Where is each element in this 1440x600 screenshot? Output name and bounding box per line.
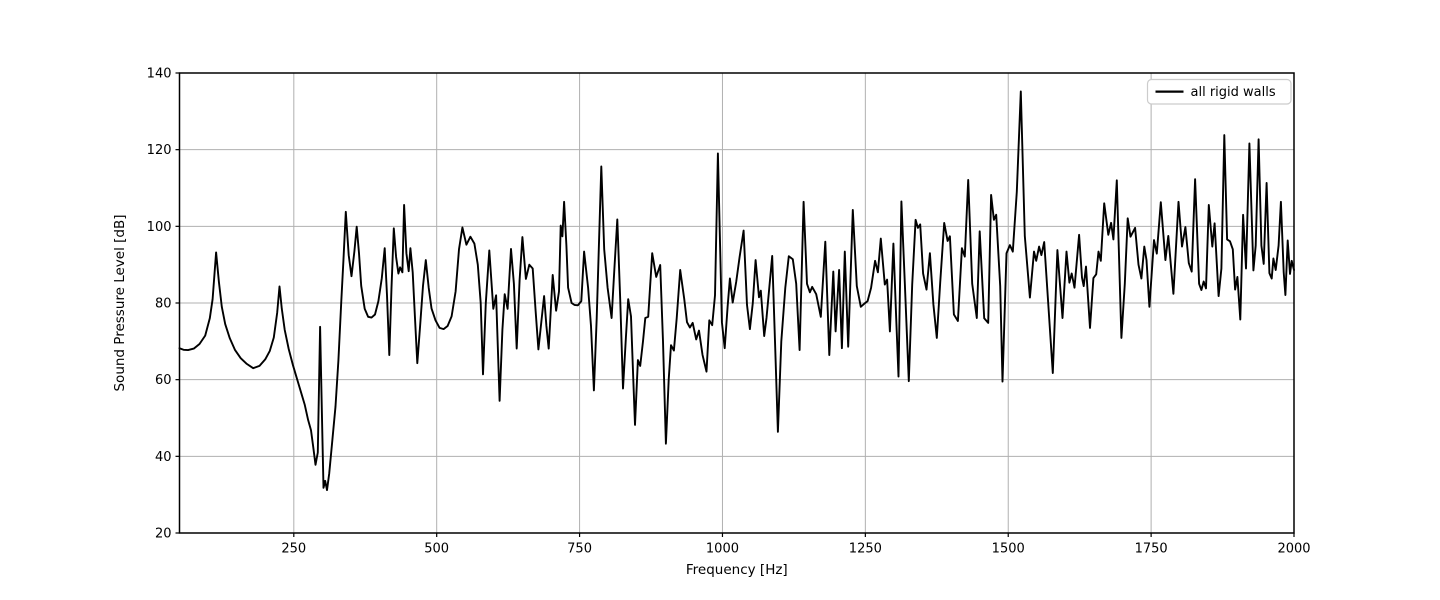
y-tick-label: 60 — [155, 373, 172, 388]
y-tick-label: 140 — [147, 67, 172, 82]
x-tick-label: 750 — [567, 542, 592, 557]
legend-box — [1146, 78, 1292, 105]
legend-label: all rigid walls — [1191, 85, 1276, 100]
x-tick-label: 1500 — [992, 542, 1025, 557]
x-axis-label: Frequency [Hz] — [686, 562, 788, 578]
y-tick-label: 40 — [155, 450, 172, 465]
x-tick-label: 1250 — [849, 542, 882, 557]
y-tick-label: 120 — [147, 143, 172, 158]
x-tick-label: 1750 — [1135, 542, 1168, 557]
legend: all rigid walls — [1146, 78, 1292, 105]
spl-curve — [178, 90, 1295, 492]
y-tick-label: 20 — [155, 527, 172, 542]
y-axis-label: Sound Pressure Level [dB] — [112, 214, 128, 391]
y-tick-label: 100 — [147, 220, 172, 235]
series-line — [178, 90, 1295, 492]
axis-ticks: 250 500 750 1000 1250 1500 1750 2000 20 40 60 80 100… — [147, 67, 1311, 557]
y-tick-label: 80 — [155, 297, 172, 312]
x-tick-label: 250 — [281, 542, 306, 557]
grid-lines — [179, 72, 1295, 534]
x-tick-label: 2000 — [1277, 542, 1310, 557]
x-tick-label: 500 — [424, 542, 449, 557]
x-tick-label: 1000 — [706, 542, 739, 557]
